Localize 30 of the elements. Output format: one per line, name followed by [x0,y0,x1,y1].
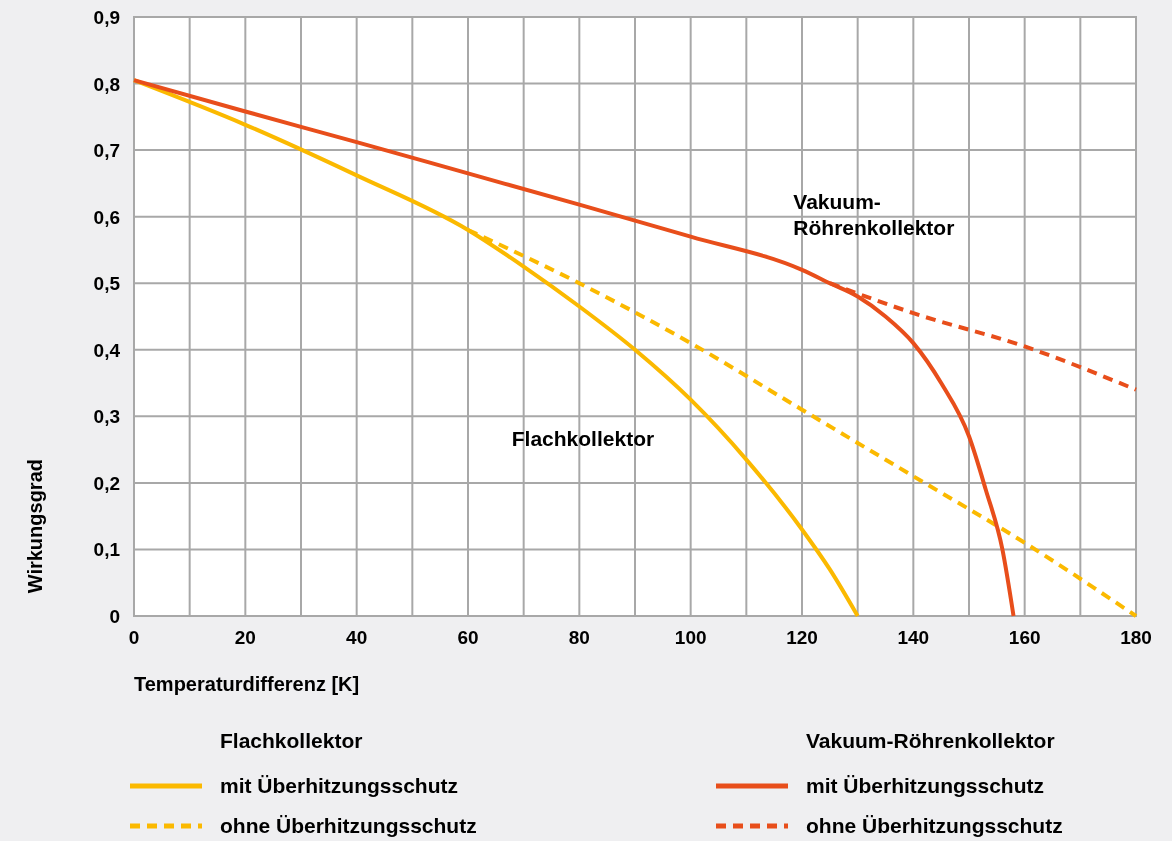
legend-label: mit Überhitzungsschutz [220,774,459,797]
y-tick-label: 0,3 [93,406,120,428]
x-tick-label: 0 [128,627,140,648]
y-tick-label: 0,2 [93,472,120,494]
x-tick-label: 140 [897,627,930,648]
y-tick-label: 0,9 [93,7,120,28]
x-tick-label: 20 [234,627,256,648]
x-tick-label: 180 [1120,627,1152,648]
text: Flachkollektor [220,729,363,752]
y-tick-label: 0,5 [93,273,121,295]
legend-label: ohne Überhitzungsschutz [806,814,1063,837]
annotation: Vakuum- Röhrenkollektor [793,189,955,239]
y-tick-label: 0,6 [93,206,120,228]
legend-label: mit Überhitzungsschutz [806,774,1045,797]
x-tick-label: 120 [786,627,818,648]
y-tick-label: 0,1 [93,539,121,561]
annotation: Flachkollektor [511,427,655,451]
y-axis-title: Wirkungsgrad [24,459,46,594]
legend-label: ohne Überhitzungsschutz [220,814,477,837]
x-tick-label: 60 [457,627,479,648]
x-tick-label: 160 [1008,627,1041,648]
x-tick-label: 80 [568,627,590,648]
text: Vakuum-Röhrenkollektor [806,729,1055,752]
x-tick-label: 100 [674,627,707,648]
y-tick-label: 0 [109,606,120,627]
y-tick-label: 0,4 [93,339,121,361]
y-tick-label: 0,7 [93,140,120,162]
x-axis-title: Temperaturdifferenz [K] [134,673,360,695]
x-tick-label: 40 [346,627,368,648]
y-tick-label: 0,8 [93,73,120,95]
